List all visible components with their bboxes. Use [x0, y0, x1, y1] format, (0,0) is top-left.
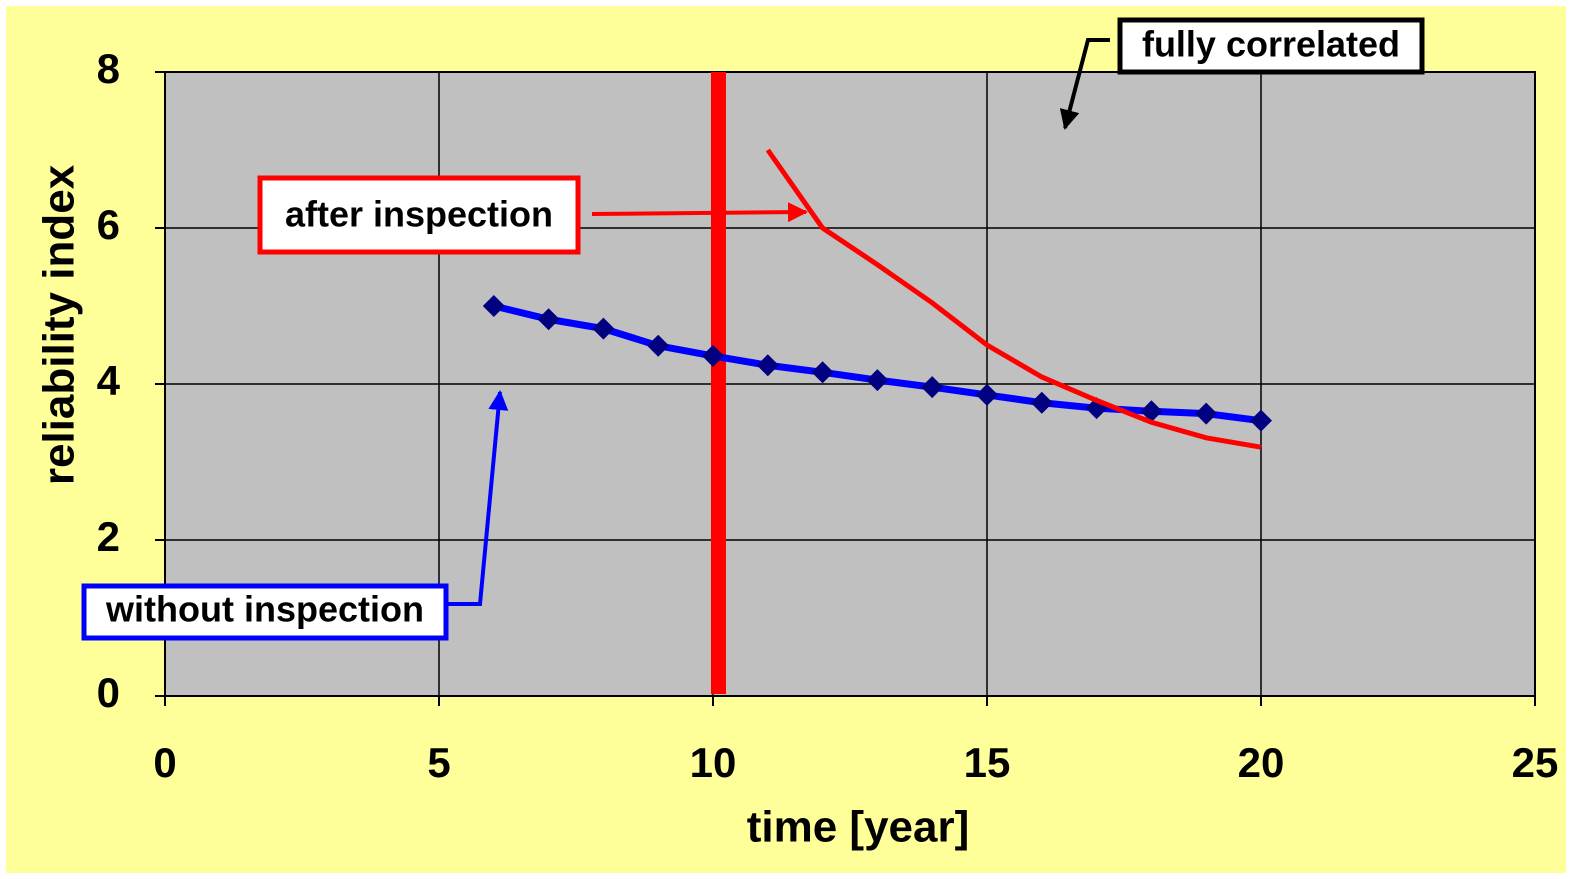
series-line	[765, 148, 1262, 450]
data-point	[1195, 402, 1218, 425]
annotation: fully correlated	[1142, 24, 1400, 65]
arrow	[1059, 38, 1110, 130]
y-tick-label: 6	[97, 201, 120, 248]
x-tick-label: 0	[153, 739, 176, 786]
data-point	[482, 295, 505, 317]
data-point	[811, 361, 834, 384]
x-tick-label: 5	[427, 739, 450, 786]
y-tick-label: 0	[97, 669, 120, 716]
data-point	[1140, 400, 1163, 423]
x-tick-label: 20	[1238, 739, 1285, 786]
y-tick-label: 4	[97, 357, 121, 404]
data-point	[702, 344, 724, 367]
x-tick-label: 10	[690, 739, 737, 786]
data-point	[756, 354, 779, 377]
annotation: after inspection	[285, 194, 553, 235]
y-tick-label: 8	[97, 45, 120, 92]
x-tick-label: 25	[1512, 739, 1559, 786]
annotation: without inspection	[105, 589, 424, 630]
arrow	[591, 202, 808, 223]
y-tick-label: 2	[97, 513, 120, 560]
data-point	[592, 317, 615, 340]
data-point	[537, 308, 560, 331]
annotation-box	[81, 583, 449, 641]
data-point	[921, 376, 944, 399]
data-point	[647, 334, 670, 357]
annotation-box	[257, 175, 581, 255]
arrow	[446, 390, 509, 606]
data-point	[1030, 391, 1053, 414]
data-point	[866, 369, 889, 392]
data-point	[1250, 409, 1272, 432]
data-point	[976, 383, 998, 406]
y-axis-title: reliability index	[35, 164, 84, 485]
x-axis-title: time [year]	[747, 803, 970, 852]
annotation-box	[1117, 17, 1425, 75]
x-tick-label: 15	[964, 739, 1011, 786]
